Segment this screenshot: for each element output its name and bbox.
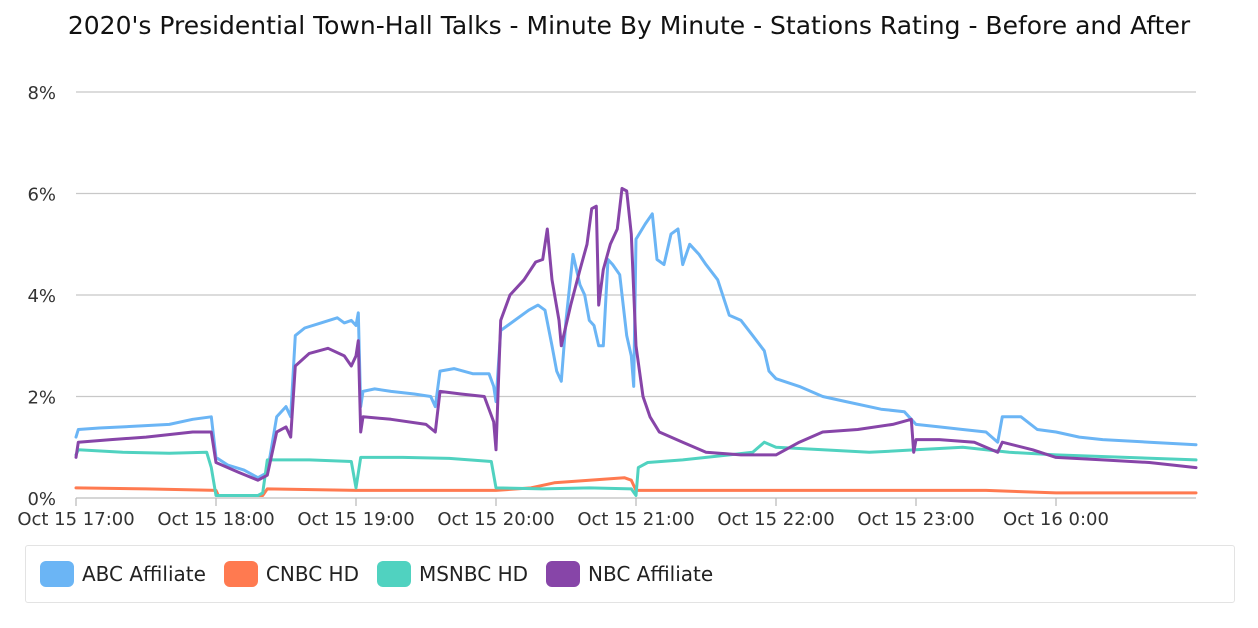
x-tick-label: Oct 15 19:00 [297, 509, 414, 530]
legend-label: CNBC HD [265, 562, 359, 586]
x-tick-label: Oct 15 22:00 [717, 509, 834, 530]
y-tick-label: 8% [27, 83, 56, 104]
y-axis-ticks: 0% 2% 4% 6% 8% [27, 83, 56, 510]
x-tick-label: Oct 15 20:00 [437, 509, 554, 530]
legend-swatch [376, 561, 411, 587]
line-chart: 0%2%4%6%8% Oct 15 17:00 Oct 15 18:00 Oct 1… [17, 83, 1198, 530]
legend: ABC Affiliate CNBC HD MSNBC HD NBC Affiliat… [25, 545, 1235, 603]
y-tick-label: 2% [27, 388, 56, 409]
x-tick-label: Oct 15 21:00 [577, 509, 694, 530]
series-line-nbc-affiliate [74, 186, 1198, 482]
y-tick-label: 4% [27, 286, 56, 307]
x-tick-label: Oct 16 0:00 [1003, 509, 1109, 530]
x-tick-label: Oct 15 18:00 [157, 509, 274, 530]
legend-item-cnbc-hd[interactable]: CNBC HD [223, 561, 359, 587]
series-line-msnbc-hd [74, 440, 1198, 497]
series-lines [74, 186, 1198, 497]
legend-label: ABC Affiliate [82, 562, 206, 586]
x-tick-label: Oct 15 23:00 [857, 509, 974, 530]
legend-item-msnbc-hd[interactable]: MSNBC HD [376, 561, 529, 587]
legend-label: MSNBC HD [418, 562, 529, 586]
chart-title: 2020's Presidential Town-Hall Talks - Mi… [67, 11, 1191, 40]
x-tick-label: Oct 15 17:00 [17, 509, 134, 530]
y-tick-label: 0% [27, 489, 56, 510]
legend-item-abc-affiliate[interactable]: ABC Affiliate [40, 561, 206, 587]
legend-swatch [40, 561, 74, 587]
series-line-abc-affiliate [74, 212, 1198, 480]
legend-swatch [546, 561, 581, 587]
legend-label: NBC Affiliate [588, 562, 714, 586]
legend-item-nbc-affiliate[interactable]: NBC Affiliate [546, 561, 713, 587]
legend-swatch [223, 561, 258, 587]
x-axis-ticks: Oct 15 17:00 Oct 15 18:00 Oct 15 19:00 Oct … [17, 498, 1109, 530]
y-tick-label: 6% [27, 185, 56, 206]
